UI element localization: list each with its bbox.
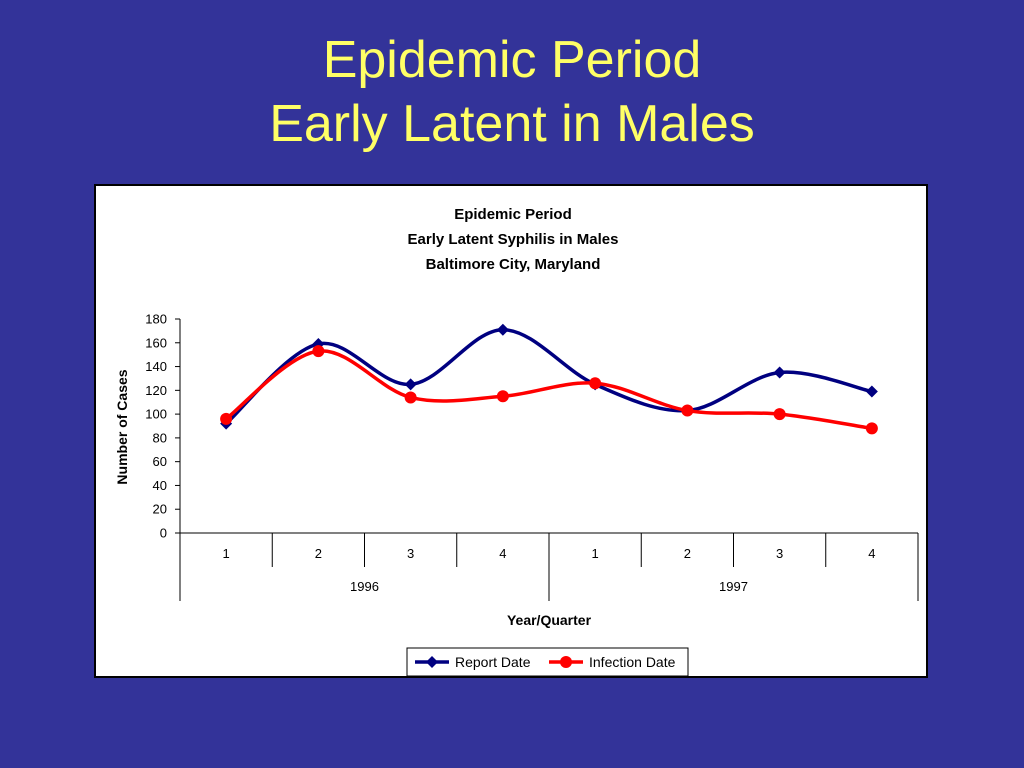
infection-date-data-point <box>312 345 325 358</box>
x-tick-label: 3 <box>407 546 414 561</box>
slide-title-line-1: Epidemic Period <box>322 31 702 89</box>
x-tick-label: 4 <box>868 546 875 561</box>
legend: Report Date Infection Date <box>406 647 689 676</box>
infection-date-data-point <box>589 377 602 390</box>
infection-date-data-point <box>496 390 509 403</box>
chart-title-line-3: Baltimore City, Maryland <box>426 256 601 273</box>
line-chart: Epidemic Period Early Latent Syphilis in… <box>114 206 919 676</box>
y-tick-label: 100 <box>145 407 167 422</box>
y-tick-label: 40 <box>153 478 167 493</box>
y-tick-label: 140 <box>145 359 167 374</box>
x-tick-label: 3 <box>776 546 783 561</box>
infection-date-data-point <box>681 404 694 417</box>
report-date-legend-label: Report Date <box>455 654 531 670</box>
report-date-data-point <box>312 337 325 350</box>
infection-date-legend-label: Infection Date <box>589 654 676 670</box>
y-tick-label: 60 <box>153 454 167 469</box>
axes: 0 20 40 60 80 100 120 140 160 180 1 2 3 4 1 2 3 4 1996 1997 <box>145 312 919 601</box>
y-axis-label: Number of Cases <box>114 369 130 484</box>
report-date-data-point <box>404 378 417 391</box>
y-tick-label: 120 <box>145 383 167 398</box>
infection-date-data-point <box>773 408 786 421</box>
x-axis-label: Year/Quarter <box>507 612 592 628</box>
legend-box <box>406 647 689 676</box>
chart-panel: Epidemic Period Early Latent Syphilis in… <box>94 184 928 678</box>
x-tick-label: 2 <box>315 546 322 561</box>
y-tick-label: 80 <box>153 430 167 445</box>
x-tick-label: 4 <box>499 546 506 561</box>
x-group-label: 1997 <box>719 579 748 594</box>
y-tick-label: 160 <box>145 335 167 350</box>
chart-title-line-2: Early Latent Syphilis in Males <box>408 231 619 248</box>
x-tick-label: 1 <box>223 546 230 561</box>
report-date-data-point <box>865 385 878 398</box>
infection-date-data-point <box>865 422 878 435</box>
chart-title-line-1: Epidemic Period <box>454 206 572 223</box>
slide-title: Epidemic Period Early Latent in Males <box>0 28 1024 156</box>
infection-date-data-point <box>404 391 417 404</box>
infection-date-data-point <box>220 412 233 425</box>
infection-date-legend-marker <box>560 656 572 668</box>
x-tick-label: 1 <box>592 546 599 561</box>
report-date-legend-marker <box>426 656 438 668</box>
slide-title-line-2: Early Latent in Males <box>269 95 755 153</box>
x-tick-label: 2 <box>684 546 691 561</box>
y-tick-label: 0 <box>160 526 167 541</box>
plot-area <box>220 323 878 435</box>
report-date-data-point <box>496 323 509 336</box>
report-date-data-point <box>773 366 786 379</box>
y-tick-label: 180 <box>145 312 167 327</box>
x-group-label: 1996 <box>350 579 379 594</box>
y-tick-label: 20 <box>153 502 167 517</box>
